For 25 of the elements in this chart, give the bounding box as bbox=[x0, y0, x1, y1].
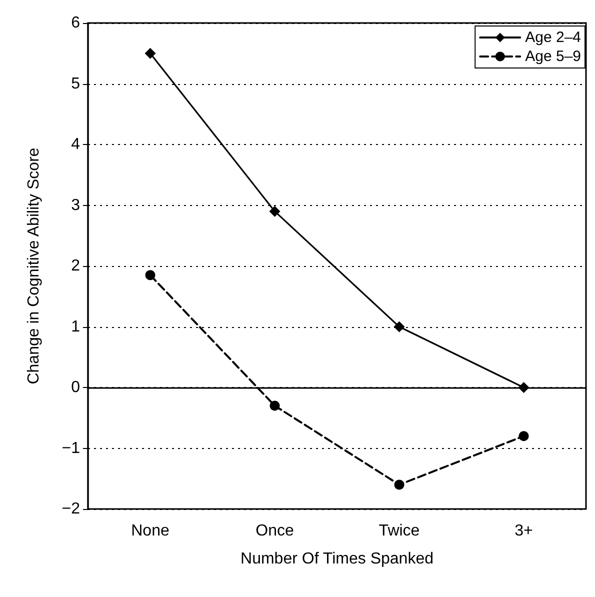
x-tick-label: Once bbox=[256, 522, 294, 540]
point bbox=[144, 48, 156, 59]
y-tick-label: 1 bbox=[71, 318, 80, 336]
y-axis-title: Change in Cognitive Ability Score bbox=[26, 148, 42, 384]
point bbox=[270, 400, 280, 411]
point bbox=[394, 480, 404, 490]
x-axis-title: Number Of Times Spanked bbox=[240, 550, 434, 568]
x-tick-label: Twice bbox=[378, 522, 420, 540]
point bbox=[394, 321, 405, 332]
point bbox=[518, 382, 530, 393]
x-tick-label: 3+ bbox=[514, 522, 533, 540]
y-tick-label: −2 bbox=[62, 500, 80, 518]
y-tick-label: 6 bbox=[71, 14, 80, 32]
y-tick-label: 2 bbox=[71, 258, 80, 274]
point bbox=[518, 431, 529, 442]
x-tick-label: None bbox=[131, 522, 170, 540]
legend-label: Age 2–4 bbox=[525, 29, 582, 46]
y-tick-label: 3 bbox=[71, 196, 80, 214]
point bbox=[145, 270, 156, 280]
y-tick-label: 0 bbox=[71, 379, 80, 396]
y-tick-label: 5 bbox=[71, 75, 80, 92]
legend-label: Age 5–9 bbox=[525, 48, 582, 65]
point bbox=[269, 206, 280, 217]
y-tick-label: 4 bbox=[71, 136, 80, 153]
y-tick-label: −1 bbox=[62, 440, 80, 457]
